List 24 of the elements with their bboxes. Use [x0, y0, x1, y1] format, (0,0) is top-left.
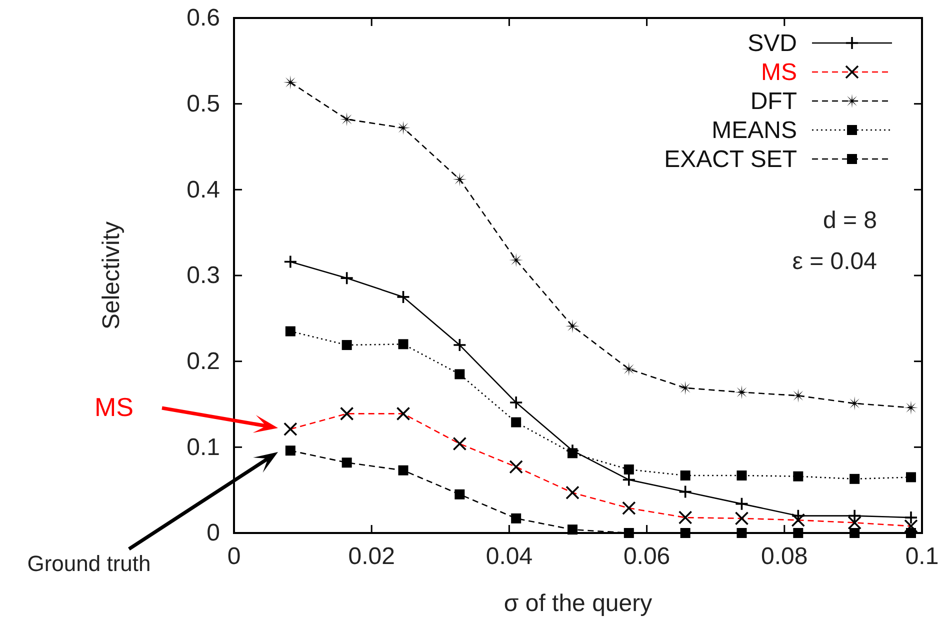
annotation: d = 8: [822, 207, 877, 234]
x-tick-label: 0.02: [348, 543, 395, 570]
y-tick-label: 0.1: [186, 434, 220, 461]
legend-label: MS: [761, 59, 797, 86]
y-tick-label: 0.3: [186, 262, 220, 290]
annotation: ε = 0.04: [792, 248, 877, 275]
y-tick-label: 0.4: [186, 176, 220, 204]
y-tick-label: 0.6: [186, 4, 220, 32]
x-tick-label: 0: [227, 543, 241, 570]
text: MS: [94, 392, 134, 422]
y-tick-label: 0.5: [186, 90, 220, 118]
y-axis-title: Selectivity: [98, 221, 125, 330]
legend-label: DFT: [750, 88, 798, 115]
legend-label: MEANS: [712, 117, 797, 144]
text: Ground truth: [27, 551, 151, 576]
x-axis-title: σ of the query: [504, 590, 652, 617]
x-tick-label: 0.08: [761, 543, 808, 570]
x-tick-label: 0.04: [486, 543, 533, 570]
x-tick-label: 0.06: [623, 543, 670, 570]
legend-label: EXACT SET: [664, 146, 798, 173]
legend-label: SVD: [748, 30, 797, 57]
y-tick-label: 0.2: [186, 348, 220, 376]
y-tick-label: 0: [206, 520, 220, 547]
x-tick-label: 0.1: [905, 543, 939, 570]
